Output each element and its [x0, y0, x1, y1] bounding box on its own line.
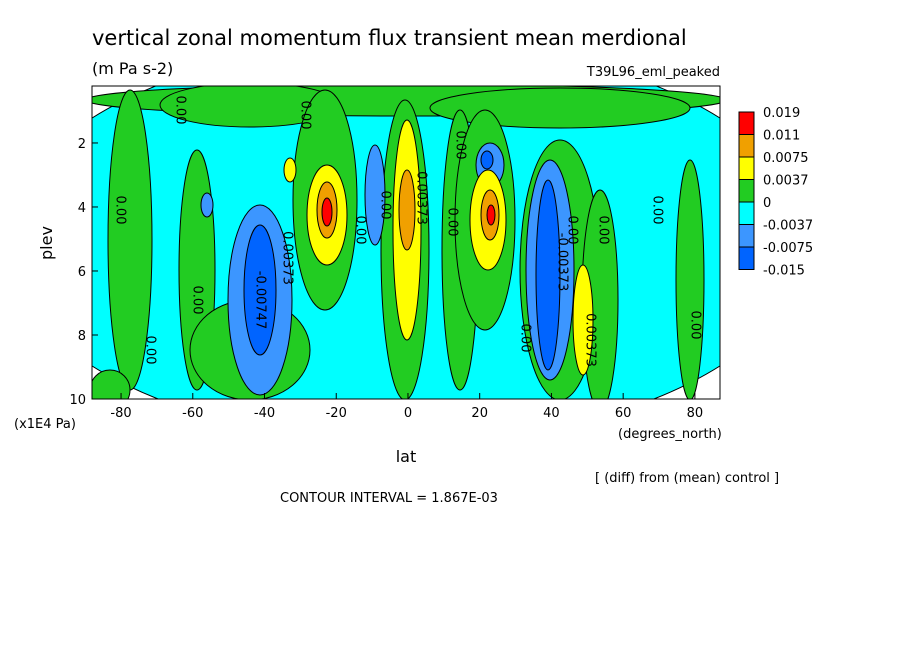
units: (m Pa s-2)	[92, 59, 173, 78]
contour-label: 0.00	[596, 216, 611, 245]
x-tick-label: 60	[615, 406, 632, 421]
contour-region	[572, 264, 594, 376]
contour-region	[480, 150, 494, 170]
colorbar-box	[738, 246, 755, 270]
note: [ (diff) from (mean) control ]	[595, 471, 779, 486]
y-tick-label: 6	[78, 265, 86, 280]
contour-label: 0.00	[353, 216, 368, 245]
colorbar-label: 0	[763, 196, 771, 211]
colorbar-box	[738, 134, 755, 158]
contour-label: 0.00	[650, 196, 665, 225]
colorbar-box	[738, 201, 755, 225]
contour-region	[364, 144, 386, 246]
contour-label: 0.00	[565, 216, 580, 245]
contour-label: 0.00	[173, 96, 188, 125]
contour-label: 0.00	[688, 311, 703, 340]
colorbar-label: -0.015	[763, 264, 805, 279]
contour-label: 0.00373	[583, 313, 598, 367]
x-tick-label: 80	[687, 406, 704, 421]
x-axis-label: lat	[396, 447, 417, 466]
contour-region	[200, 192, 214, 218]
contour-region	[283, 157, 297, 183]
y-tick-label: 4	[78, 201, 86, 216]
x-tick-label: 40	[543, 406, 560, 421]
contour-region	[486, 204, 496, 226]
colorbar-label: -0.0075	[763, 241, 813, 256]
contour-label: 0.00373	[414, 171, 429, 225]
contour-label: 0.00	[113, 196, 128, 225]
contour-interval: CONTOUR INTERVAL = 1.867E-03	[280, 491, 498, 506]
x-tick-label: 0	[404, 406, 412, 421]
colorbar-label: 0.011	[763, 129, 800, 144]
x-units: (degrees_north)	[618, 427, 722, 442]
contour-region	[675, 159, 705, 399]
contour-label: 0.00	[453, 131, 468, 160]
x-tick-label: -20	[326, 406, 347, 421]
contour-label: 0.00	[190, 286, 205, 315]
contour-field: 0.00 0.00 0.00 -0.00747 0.00373 0.00 0.00 0.00 0…	[92, 86, 720, 399]
contour-label: -0.00373	[555, 233, 570, 291]
y-units: (x1E4 Pa)	[14, 417, 76, 432]
colorbar-box	[738, 224, 755, 248]
x-tick-label: -80	[110, 406, 131, 421]
y-tick-label: 8	[78, 329, 86, 344]
x-tick-label: -40	[254, 406, 275, 421]
contour-label: 0.00373	[280, 231, 295, 285]
contour-region	[429, 87, 691, 129]
contour-region	[535, 179, 561, 371]
colorbar-label: -0.0037	[763, 219, 813, 234]
y-axis-label: plev	[37, 226, 56, 260]
x-tick-label: -60	[182, 406, 203, 421]
contour-label: 0.00	[378, 191, 393, 220]
contour-region	[398, 169, 416, 251]
contour-label: 0.00	[518, 324, 533, 353]
y-tick-label: 10	[69, 393, 86, 408]
colorbar-box	[738, 156, 755, 180]
colorbar-box	[738, 111, 755, 135]
colorbar-label: 0.0037	[763, 174, 809, 189]
contour-region	[243, 224, 277, 356]
contour-label: 0.00	[143, 336, 158, 365]
dataset: T39L96_eml_peaked	[586, 65, 720, 80]
y-tick-label: 2	[78, 137, 86, 152]
colorbar-box	[738, 179, 755, 203]
contour-region	[321, 197, 333, 227]
plot-frame	[91, 85, 721, 400]
colorbar-label: 0.0075	[763, 151, 809, 166]
contour-label: 0.00	[298, 101, 313, 130]
x-tick-label: 20	[471, 406, 488, 421]
colorbar-label: 0.019	[763, 106, 800, 121]
contour-label: -0.00747	[253, 271, 268, 329]
chart-title: vertical zonal momentum flux transient m…	[92, 26, 687, 50]
contour-region	[92, 369, 131, 399]
contour-label: 0.00	[445, 208, 460, 237]
